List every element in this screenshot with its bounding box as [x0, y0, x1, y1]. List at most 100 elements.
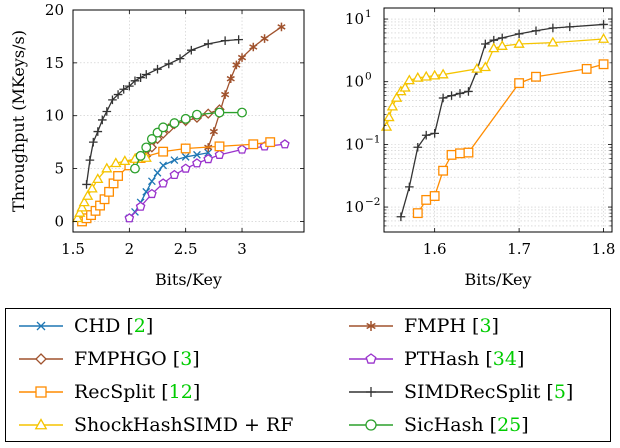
data-point-simdrecsplit — [396, 212, 406, 222]
legend-swatch-triangle-icon — [19, 417, 63, 429]
data-point-shockhashsimd-rf — [479, 61, 491, 72]
data-point-simdrecsplit — [125, 81, 134, 91]
legend-swatch-x-icon — [19, 321, 63, 330]
chart-left-linear: 1.5 2 2.5 3 0 5 10 15 20 Bits/Key Throughput (MKey… — [9, 1, 305, 289]
y-tick-label: 20 — [45, 1, 64, 19]
y-tick-label: 15 — [45, 54, 64, 72]
data-point-shockhashsimd-rf — [471, 62, 483, 73]
data-point-shockhashsimd-rf — [403, 74, 415, 85]
legend-citation[interactable]: [25] — [483, 413, 529, 436]
series-line-fmph — [207, 26, 282, 148]
data-point-shockhashsimd-rf — [437, 68, 449, 79]
y-tick-label: 0 — [54, 212, 64, 230]
data-point-simdrecsplit — [175, 54, 185, 63]
citation-number[interactable]: 25 — [497, 413, 522, 436]
citation-number[interactable]: 2 — [133, 314, 146, 337]
legend-swatch-circle-icon — [349, 418, 393, 431]
legend-marker — [366, 386, 376, 397]
data-point-chd — [153, 168, 162, 177]
citation-number[interactable]: 3 — [479, 314, 492, 337]
data-point-simdrecsplit — [548, 23, 558, 33]
data-point-pthash — [192, 158, 202, 168]
legend-citation[interactable]: [2] — [120, 314, 154, 337]
legend-label: ShockHashSIMD + RF — [74, 413, 294, 436]
legend-marker — [34, 417, 48, 429]
data-point-shockhashsimd-rf — [119, 155, 131, 166]
data-point-simdrecsplit — [430, 129, 439, 138]
data-point-fmph — [237, 53, 247, 62]
data-point-pthash — [203, 153, 214, 164]
data-point-simdrecsplit — [164, 59, 174, 69]
data-point-sichash — [141, 142, 152, 153]
legend-item-fmph: FMPH [3] — [336, 309, 612, 342]
data-point-simdrecsplit — [153, 64, 162, 74]
legend-swatch-pentagon-icon — [349, 352, 393, 364]
legend-item-simdrecsplit: SIMDRecSplit [5] — [336, 375, 612, 408]
x-tick-label: 3 — [237, 240, 247, 258]
citation-number[interactable]: 12 — [168, 380, 193, 403]
data-point-simdrecsplit — [88, 137, 98, 147]
citation-number[interactable]: 34 — [492, 347, 517, 370]
data-point-sichash — [158, 122, 169, 133]
data-point-pthash — [279, 139, 290, 149]
x-tick-label: 2.5 — [174, 240, 198, 258]
data-point-simdrecsplit — [413, 142, 423, 152]
data-point-pthash — [180, 163, 191, 173]
legend-item-recsplit: RecSplit [12] — [6, 375, 336, 408]
data-point-simdrecsplit — [531, 26, 541, 36]
data-point-recsplit — [581, 63, 592, 74]
y-tick-label: 10 — [345, 73, 364, 91]
series-recsplit — [412, 59, 609, 219]
data-point-shockhashsimd-rf — [488, 42, 500, 53]
data-point-shockhashsimd-rf — [391, 91, 403, 102]
legend-swatch-diamond-icon — [19, 352, 63, 365]
legend-marker — [365, 352, 377, 364]
series-pthash — [124, 139, 290, 223]
series-simdrecsplit — [396, 20, 608, 222]
legend-citation[interactable]: [3] — [166, 347, 200, 370]
data-point-shockhashsimd-rf — [383, 111, 395, 122]
plot-frame — [383, 7, 613, 233]
data-point-simdrecsplit — [130, 76, 140, 86]
data-point-shockhashsimd-rf — [399, 81, 411, 92]
data-point-recsplit — [180, 143, 191, 154]
legend-label: FMPHGO — [74, 347, 167, 370]
data-point-shockhashsimd-rf — [86, 182, 98, 193]
data-point-shockhashsimd-rf — [92, 173, 104, 184]
legend-item-shockhashsimd-rf: ShockHashSIMD + RF — [6, 408, 336, 441]
x-tick-label: 1.8 — [592, 240, 616, 258]
legend-grid: CHD [2] FMPH [3] FMPHGO [3] PTHash [34] RecS… — [6, 309, 610, 441]
citation-number[interactable]: 3 — [180, 347, 193, 370]
x-tick-label: 2 — [125, 240, 135, 258]
data-point-simdrecsplit — [97, 115, 107, 125]
data-point-fmph — [221, 90, 230, 99]
x-axis-label: Bits/Key — [155, 270, 222, 289]
data-point-simdrecsplit — [203, 39, 213, 49]
x-tick-label: 1.5 — [61, 240, 85, 258]
legend-swatch-plus-icon — [349, 386, 393, 397]
legend-citation[interactable]: [34] — [479, 347, 525, 370]
data-point-recsplit — [429, 191, 440, 201]
data-point-sichash — [214, 107, 225, 118]
data-point-recsplit — [104, 186, 115, 197]
data-point-recsplit — [598, 59, 609, 70]
y-tick-exponent: −1 — [365, 133, 380, 145]
legend-item-chd: CHD [2] — [6, 309, 336, 342]
legend-citation[interactable]: [12] — [155, 380, 201, 403]
legend-citation[interactable]: [5] — [540, 380, 574, 403]
series-shockhashsimd-rf — [71, 151, 152, 223]
data-point-recsplit — [438, 165, 449, 176]
data-point-simdrecsplit — [481, 39, 490, 49]
citation-number[interactable]: 5 — [553, 380, 566, 403]
data-point-shockhashsimd-rf — [76, 201, 88, 212]
data-point-shockhashsimd-rf — [71, 212, 84, 223]
data-point-simdrecsplit — [220, 36, 230, 45]
data-point-simdrecsplit — [455, 89, 465, 98]
legend-marker — [366, 320, 376, 331]
data-point-shockhashsimd-rf — [412, 71, 424, 82]
series-simdrecsplit — [82, 35, 243, 189]
legend-citation[interactable]: [3] — [466, 314, 499, 337]
data-point-sichash — [146, 134, 157, 144]
series-shockhashsimd-rf — [380, 32, 610, 131]
